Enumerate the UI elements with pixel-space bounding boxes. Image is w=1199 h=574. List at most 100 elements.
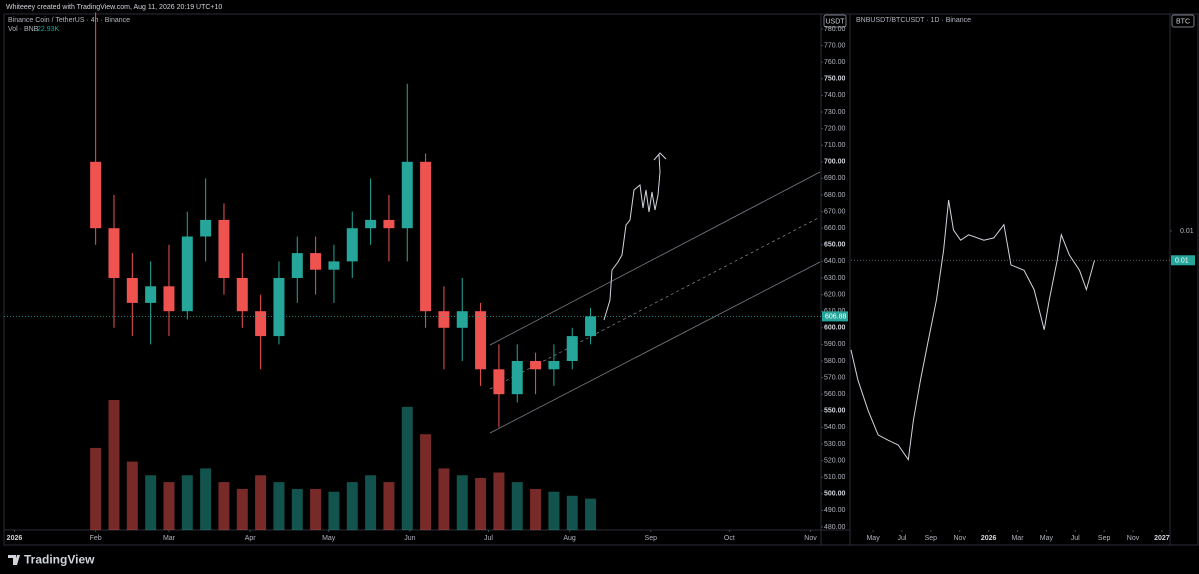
currency-box[interactable] <box>823 14 847 28</box>
x-tick-label: 2026 <box>981 535 997 542</box>
candle-body <box>145 286 157 303</box>
y-tick-label: 770.00 <box>824 42 846 49</box>
projection-path <box>603 154 661 321</box>
x-tick-label: Jul <box>1071 535 1080 542</box>
y-tick-label: 500.00 <box>824 491 846 498</box>
footer <box>0 546 1199 574</box>
price-tag-label: 0.01 <box>1175 258 1189 265</box>
x-tick-label: May <box>1040 535 1054 542</box>
y-tick-label: 670.00 <box>824 208 846 215</box>
x-tick-label: Sep <box>925 535 938 542</box>
volume-bar <box>585 498 597 530</box>
y-tick-label: 680.00 <box>824 192 846 199</box>
x-tick-label: 2027 <box>1154 535 1170 542</box>
y-tick-label: 550.00 <box>824 408 846 415</box>
volume-bar <box>493 472 505 530</box>
x-tick-label: Feb <box>90 535 102 542</box>
y-tick-label: 520.00 <box>824 457 846 464</box>
candle-body <box>163 286 175 312</box>
x-tick-label: Aug <box>563 535 576 542</box>
symbol-title: BNBUSDT/BTCUSDT · 1D · Binance <box>856 17 971 24</box>
volume-bar <box>273 482 285 530</box>
volume-bar <box>456 475 468 530</box>
x-tick-label: Nov <box>1127 535 1140 542</box>
y-tick-label: 600.00 <box>824 325 846 332</box>
volume-bar <box>310 488 322 530</box>
price-tag-label: 606.88 <box>825 314 847 321</box>
y-tick-label: 490.00 <box>824 507 846 514</box>
x-tick-label: Nov <box>954 535 967 542</box>
volume-bar <box>163 482 175 530</box>
y-tick-label: 590.00 <box>824 341 846 348</box>
x-tick-label: May <box>322 535 336 542</box>
volume-bar <box>346 482 358 530</box>
candle-body <box>493 369 505 395</box>
volume-bar <box>291 488 303 530</box>
y-tick-label: 0.01 <box>1180 228 1194 235</box>
volume-bar <box>365 475 377 530</box>
candle-body <box>328 261 340 270</box>
y-tick-label: 630.00 <box>824 275 846 282</box>
volume-bar <box>90 447 102 530</box>
candle-body <box>310 253 322 270</box>
candle-body <box>511 361 523 395</box>
volume-bar <box>401 406 413 530</box>
projection-arrow <box>653 152 667 161</box>
x-tick-label: Jul <box>897 535 906 542</box>
volume-bar <box>328 491 340 530</box>
volume-bar <box>181 475 193 530</box>
candle-body <box>255 311 267 337</box>
candle-body <box>108 228 120 278</box>
candle-body <box>456 311 468 328</box>
channel-middle <box>489 216 821 390</box>
y-tick-label: 650.00 <box>824 242 846 249</box>
volume-bar <box>236 488 248 530</box>
volume-bar <box>218 482 230 530</box>
x-tick-label: Jul <box>484 535 493 542</box>
volume-bar <box>420 434 432 530</box>
y-tick-label: 620.00 <box>824 291 846 298</box>
candle-body <box>90 161 102 229</box>
candle-body <box>548 361 560 370</box>
candle-body <box>218 219 230 278</box>
volume-bar <box>511 482 523 530</box>
candle-body <box>566 336 578 361</box>
currency-label[interactable]: USDT <box>825 18 845 25</box>
candle-body <box>438 311 450 328</box>
candle-body <box>291 253 303 278</box>
x-tick-label: Mar <box>163 535 176 542</box>
y-tick-label: 540.00 <box>824 424 846 431</box>
volume-bar <box>566 495 578 530</box>
candle-body <box>420 161 432 312</box>
candle-body <box>365 219 377 229</box>
candle-body <box>585 316 597 337</box>
symbol-title: Binance Coin / TetherUS · 4h · Binance <box>8 17 130 24</box>
x-tick-label: Sep <box>645 535 658 542</box>
price-tag <box>822 311 848 322</box>
candle-body <box>273 278 285 337</box>
x-tick-label: 2026 <box>7 535 23 542</box>
candle-body <box>126 278 138 303</box>
y-tick-label: 730.00 <box>824 109 846 116</box>
y-tick-label: 780.00 <box>824 26 846 33</box>
y-tick-label: 750.00 <box>824 76 846 83</box>
volume-bar <box>200 468 212 530</box>
volume-title: Vol · BNB <box>8 26 39 33</box>
y-tick-label: 480.00 <box>824 524 846 531</box>
x-tick-label: Oct <box>724 535 735 542</box>
y-tick-label: 760.00 <box>824 59 846 66</box>
currency-label[interactable]: BTC <box>1176 18 1190 25</box>
candle-body <box>401 161 413 229</box>
candle-body <box>475 311 487 370</box>
chart-frame <box>3 13 1199 546</box>
logo-mark <box>8 555 20 565</box>
volume-bar <box>145 475 157 530</box>
volume-value: 22.93K <box>37 26 60 33</box>
volume-bar <box>383 482 395 530</box>
volume-bar <box>438 468 450 530</box>
currency-box[interactable] <box>1171 14 1195 28</box>
x-tick-label: May <box>866 535 880 542</box>
price-tag <box>1171 255 1195 266</box>
